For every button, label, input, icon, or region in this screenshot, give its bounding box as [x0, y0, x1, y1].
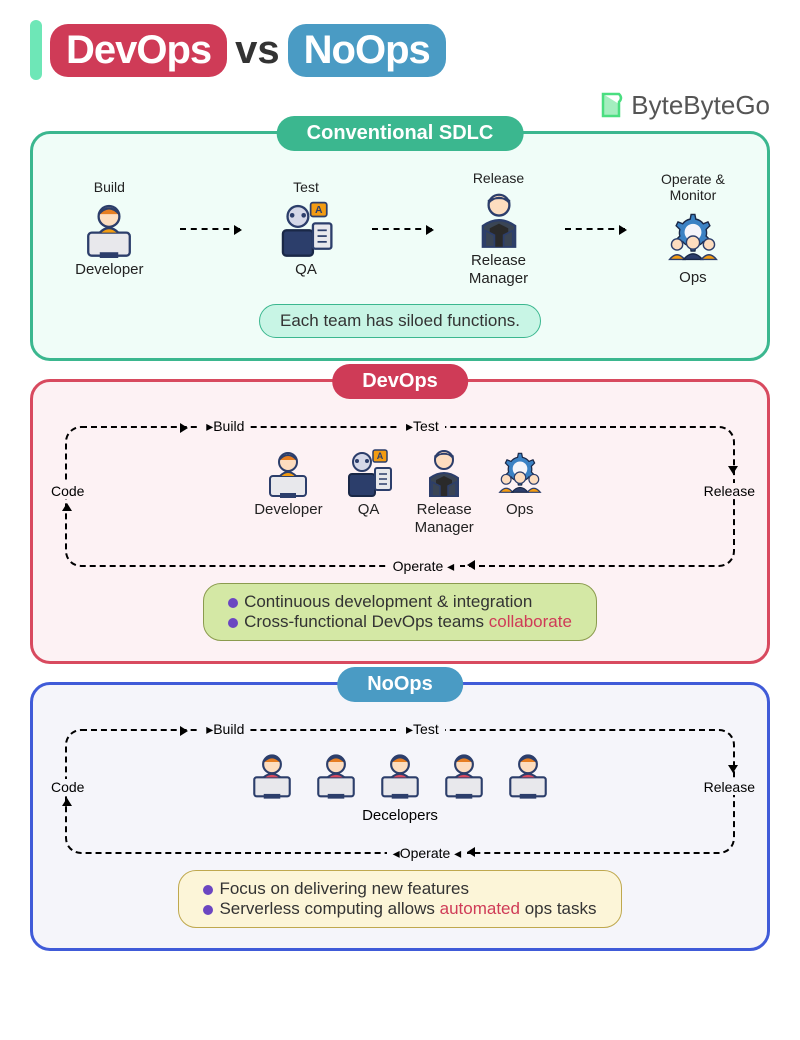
role-release-manager: Release Manager [415, 446, 474, 537]
loop-code: Code [45, 779, 90, 795]
developer-icon [262, 446, 314, 498]
developers-row [246, 749, 554, 801]
loop-test: ▸Test [400, 721, 445, 738]
arrow-icon [180, 228, 240, 230]
loop-build: ▸Build [200, 418, 250, 435]
developer-icon [438, 749, 490, 801]
developers-label: Decelopers [362, 807, 438, 824]
ops-icon [663, 206, 723, 266]
loop-release: Release [698, 483, 761, 499]
qa-icon [343, 446, 395, 498]
panel-devops: DevOps ▸Build ▸Test Release Operate ◂ Co… [30, 379, 770, 664]
arrow-icon [565, 228, 625, 230]
accent-bar [30, 20, 42, 80]
brand-logo-icon [597, 92, 625, 120]
panel-caption: Continuous development & integration Cro… [203, 583, 597, 641]
release-manager-icon [469, 189, 529, 249]
loop-operate: Operate ◂ [387, 558, 461, 575]
developer-icon [246, 749, 298, 801]
developer-icon [310, 749, 362, 801]
panel-title: Conventional SDLC [277, 116, 524, 151]
noops-loop: ▸Build ▸Test Release ◂Operate ◂ Code Dec… [65, 729, 735, 854]
qa-icon [276, 198, 336, 258]
release-manager-icon [418, 446, 470, 498]
panel-title: DevOps [332, 364, 468, 399]
title-vs: vs [235, 28, 280, 73]
title-devops: DevOps [50, 24, 227, 77]
role-developer: Build Developer [75, 179, 143, 279]
developer-icon [374, 749, 426, 801]
developer-icon [79, 198, 139, 258]
loop-build: ▸Build [200, 721, 250, 738]
loop-code: Code [45, 483, 90, 499]
role-developer: Developer [254, 446, 322, 537]
ops-icon [494, 446, 546, 498]
devops-loop: ▸Build ▸Test Release Operate ◂ Code Deve… [65, 426, 735, 567]
panel-caption: Focus on delivering new features Serverl… [178, 870, 621, 928]
developer-icon [502, 749, 554, 801]
panel-conventional: Conventional SDLC Build Developer Test Q… [30, 131, 770, 361]
arrow-icon [372, 228, 432, 230]
role-ops: Ops [494, 446, 546, 537]
panel-title: NoOps [337, 667, 463, 702]
panel-caption: Each team has siloed functions. [259, 304, 541, 338]
role-qa: QA [343, 446, 395, 537]
role-release-manager: Release Release Manager [469, 170, 529, 288]
role-qa: Test QA [276, 179, 336, 279]
loop-test: ▸Test [400, 418, 445, 435]
role-ops: Operate & Monitor Ops [661, 171, 725, 287]
loop-operate: ◂Operate ◂ [387, 845, 468, 862]
title-noops: NoOps [288, 24, 446, 77]
panel-noops: NoOps ▸Build ▸Test Release ◂Operate ◂ Co… [30, 682, 770, 951]
loop-release: Release [698, 779, 761, 795]
page-title: DevOps vs NoOps [30, 20, 770, 80]
